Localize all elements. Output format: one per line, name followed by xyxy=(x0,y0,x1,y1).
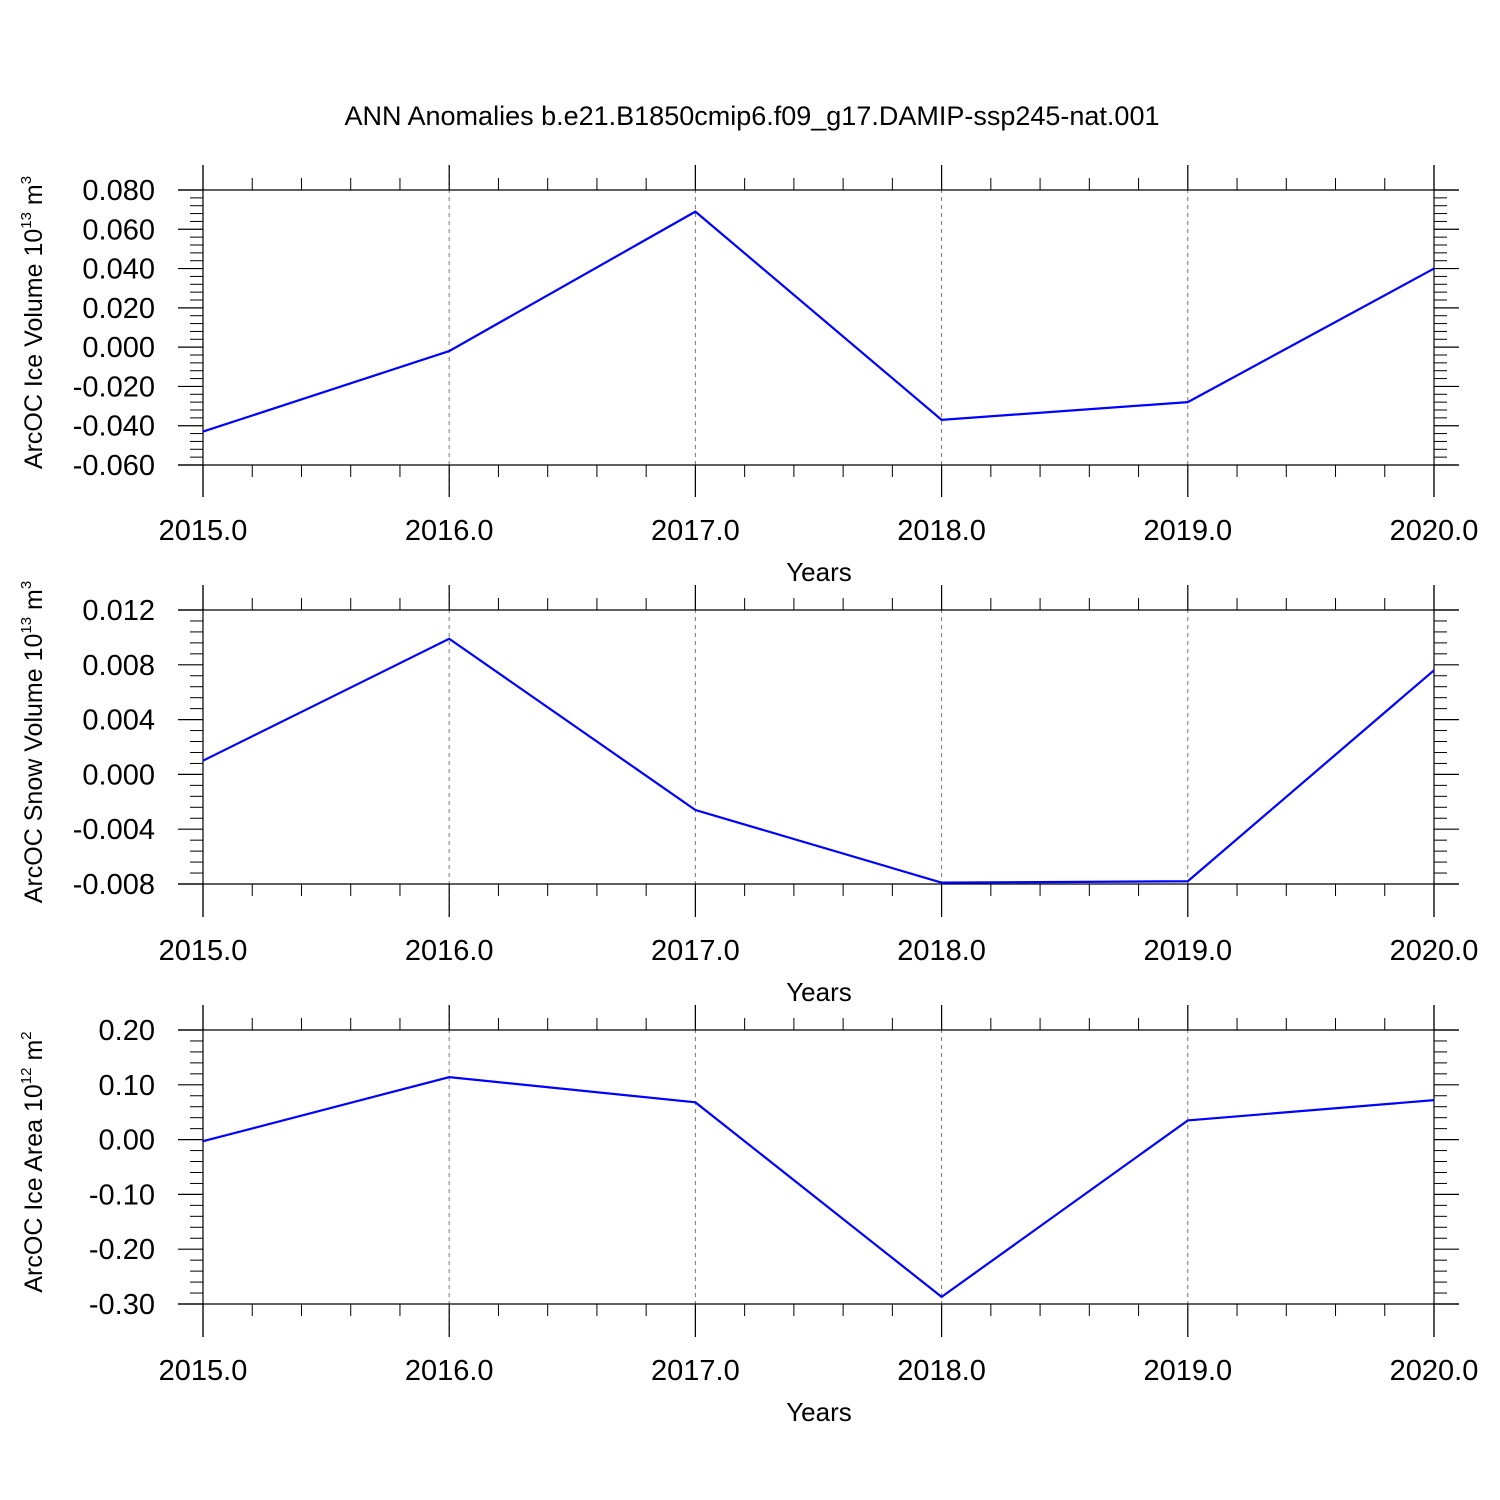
xtick-label: 2016.0 xyxy=(405,1355,494,1387)
ytick-label: -0.004 xyxy=(73,814,155,846)
xtick-label: 2020.0 xyxy=(1390,1355,1479,1387)
xtick-label: 2018.0 xyxy=(897,1355,986,1387)
ytick-label: -0.30 xyxy=(89,1289,155,1321)
series-line xyxy=(202,1076,1435,1299)
xtick-label: 2016.0 xyxy=(405,935,494,967)
ytick-label: 0.080 xyxy=(82,175,155,207)
y-axis-label: ArcOC Ice Area 1012 m2 xyxy=(18,1031,48,1292)
xtick-label: 2018.0 xyxy=(897,935,986,967)
ytick-label: 0.000 xyxy=(82,759,155,791)
xtick-label: 2018.0 xyxy=(897,515,986,547)
panel-1: 0.080 0.060 0.040 0.020 0.000 -0.020 -0.040 -0.… xyxy=(18,165,1478,587)
series-line xyxy=(202,637,1435,884)
ytick-label: 0.040 xyxy=(82,254,155,286)
ytick-label: 0.10 xyxy=(99,1070,155,1102)
panels: 0.080 0.060 0.040 0.020 0.000 -0.020 -0.040 -0.… xyxy=(18,165,1478,1427)
xtick-label: 2019.0 xyxy=(1143,935,1232,967)
xtick-label: 2016.0 xyxy=(405,515,494,547)
ytick-label: 0.008 xyxy=(82,650,155,682)
xtick-label: 2015.0 xyxy=(159,515,248,547)
xtick-label: 2017.0 xyxy=(651,935,740,967)
ytick-label: 0.060 xyxy=(82,214,155,246)
ytick-label: -0.008 xyxy=(73,869,155,901)
x-axis-label: Years xyxy=(786,557,852,587)
panel-2: 0.012 0.008 0.004 0.000 -0.004 -0.008 2015.0 20… xyxy=(18,581,1478,1007)
ytick-label: -0.10 xyxy=(89,1179,155,1211)
xtick-label: 2017.0 xyxy=(651,515,740,547)
x-axis-label: Years xyxy=(786,977,852,1007)
xtick-label: 2019.0 xyxy=(1143,515,1232,547)
xtick-label: 2015.0 xyxy=(159,935,248,967)
y-axis-label: ArcOC Ice Volume 1013 m3 xyxy=(18,176,48,469)
series-line xyxy=(202,210,1435,433)
ytick-label: 0.000 xyxy=(82,332,155,364)
y-axis-label: ArcOC Snow Volume 1013 m3 xyxy=(18,581,48,903)
xtick-label: 2019.0 xyxy=(1143,1355,1232,1387)
x-axis-label: Years xyxy=(786,1397,852,1427)
ytick-label: -0.020 xyxy=(73,371,155,403)
ytick-label: 0.20 xyxy=(99,1015,155,1047)
ytick-label: -0.040 xyxy=(73,411,155,443)
xtick-label: 2020.0 xyxy=(1390,935,1479,967)
xtick-label: 2015.0 xyxy=(159,1355,248,1387)
panel-3: 0.20 0.10 0.00 -0.10 -0.20 -0.30 2015.0 2016.0 2… xyxy=(18,1005,1478,1427)
ytick-label: -0.20 xyxy=(89,1234,155,1266)
xtick-label: 2017.0 xyxy=(651,1355,740,1387)
xtick-label: 2020.0 xyxy=(1390,515,1479,547)
ytick-label: -0.060 xyxy=(73,450,155,482)
ytick-label: 0.00 xyxy=(99,1125,155,1157)
ytick-label: 0.004 xyxy=(82,705,155,737)
ytick-label: 0.012 xyxy=(82,595,155,627)
ytick-label: 0.020 xyxy=(82,293,155,325)
figure-title: ANN Anomalies b.e21.B1850cmip6.f09_g17.D… xyxy=(345,101,1160,131)
